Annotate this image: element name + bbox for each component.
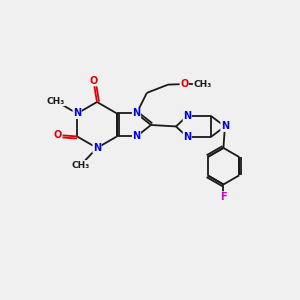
Text: N: N: [221, 122, 229, 131]
Text: N: N: [133, 109, 141, 118]
Text: CH₃: CH₃: [72, 160, 90, 169]
Text: O: O: [54, 130, 62, 140]
Text: F: F: [220, 192, 227, 202]
Text: O: O: [89, 76, 98, 86]
Text: CH₃: CH₃: [194, 80, 211, 88]
Text: N: N: [133, 131, 141, 142]
Text: O: O: [180, 79, 188, 89]
Text: N: N: [183, 111, 191, 121]
Text: N: N: [93, 143, 101, 153]
Text: CH₃: CH₃: [47, 97, 65, 106]
Text: N: N: [183, 132, 191, 142]
Text: N: N: [73, 109, 81, 118]
